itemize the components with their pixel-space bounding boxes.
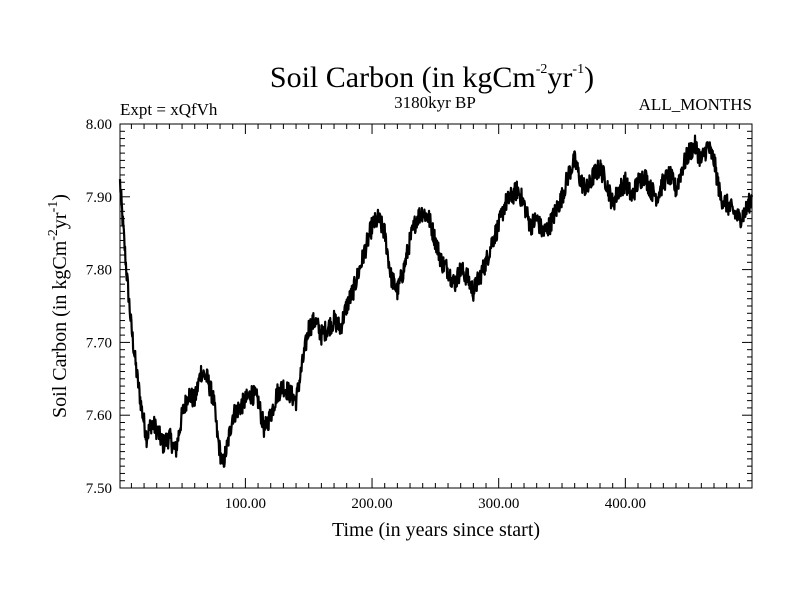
minor-ticks	[120, 124, 752, 488]
experiment-label: Expt = xQfVh	[120, 100, 218, 119]
x-axis-ticks: 100.00 200.00 300.00 400.00	[225, 124, 646, 512]
y-tick-label: 7.80	[86, 263, 112, 279]
y-tick-label: 7.70	[86, 335, 112, 351]
period-label: 3180kyr BP	[394, 93, 476, 112]
soil-carbon-series-line	[118, 134, 754, 468]
x-tick-label: 400.00	[605, 496, 646, 512]
plot-frame	[119, 123, 753, 489]
y-tick-label: 7.50	[86, 481, 112, 497]
x-tick-label: 100.00	[225, 496, 266, 512]
y-tick-label: 7.90	[86, 190, 112, 206]
y-axis-ticks: 7.50 7.60 7.70 7.80 7.90 8.00	[86, 117, 752, 497]
y-tick-label: 8.00	[86, 117, 112, 133]
x-tick-label: 200.00	[351, 496, 392, 512]
y-tick-label: 7.60	[86, 408, 112, 424]
chart-title: Soil Carbon (in kgCm-2yr-1)	[270, 61, 594, 94]
x-axis-label: Time (in years since start)	[332, 519, 540, 541]
x-tick-label: 300.00	[478, 496, 519, 512]
months-label: ALL_MONTHS	[639, 95, 752, 114]
y-axis-label: Soil Carbon (in kgCm-2yr-1)	[46, 194, 71, 418]
